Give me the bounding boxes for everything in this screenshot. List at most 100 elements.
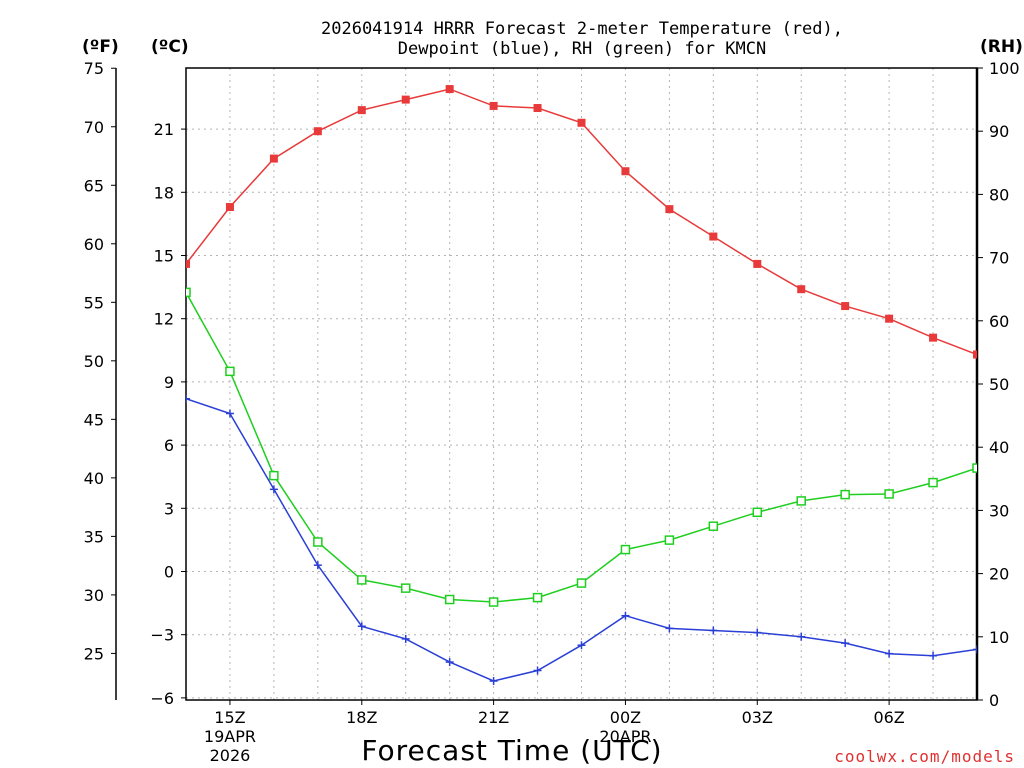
rh-point xyxy=(532,592,543,603)
dewpoint-point xyxy=(533,666,542,675)
rh-point xyxy=(796,496,806,506)
rh-point xyxy=(186,287,191,298)
fahrenheit-tick-label: 35 xyxy=(84,527,104,546)
fahrenheit-tick-label: 65 xyxy=(84,176,104,195)
rh-point xyxy=(972,463,977,473)
dewpoint-point xyxy=(313,561,322,570)
temperature-point xyxy=(445,85,454,94)
x-tick-label: 03Z xyxy=(742,708,773,727)
temperature-point xyxy=(357,106,366,115)
x-tick-date-label: 19APR xyxy=(204,727,256,746)
fahrenheit-tick-label: 25 xyxy=(84,644,104,663)
rh-tick-label: 10 xyxy=(989,628,1009,647)
dewpoint-point xyxy=(709,626,718,635)
chart-title-line1: 2026041914 HRRR Forecast 2-meter Tempera… xyxy=(321,19,843,39)
temperature-point xyxy=(577,118,586,127)
dewpoint-point xyxy=(797,632,806,641)
temperature-point xyxy=(709,232,718,241)
rh-tick-label: 90 xyxy=(989,122,1009,141)
rh-point xyxy=(620,544,631,555)
fahrenheit-tick-label: 55 xyxy=(84,293,104,312)
temperature-point xyxy=(313,127,322,136)
x-tick-label: 21Z xyxy=(478,708,509,727)
temperature-point xyxy=(269,154,278,163)
rh-point xyxy=(884,489,894,499)
fahrenheit-tick-label: 60 xyxy=(84,235,104,254)
series-layer xyxy=(186,85,977,686)
temperature-point xyxy=(841,302,850,311)
dewpoint-point xyxy=(186,394,190,403)
axes: 25 30 35 40 45 50 55 60 65 70 75 −6 −3 0 3 6 9 12 15 18 21 0 1… xyxy=(84,59,1020,765)
temperature-point xyxy=(797,285,806,294)
celsius-tick-label: 18 xyxy=(154,183,174,202)
dewpoint-point xyxy=(841,639,850,648)
celsius-tick-label: −3 xyxy=(150,626,174,645)
fahrenheit-tick-label: 40 xyxy=(84,469,104,488)
celsius-tick-label: 12 xyxy=(154,310,174,329)
celsius-tick-label: −6 xyxy=(150,689,174,708)
dewpoint-point xyxy=(665,624,674,633)
dewpoint-point xyxy=(973,645,977,654)
dewpoint-point xyxy=(929,651,938,660)
fahrenheit-tick-label: 75 xyxy=(84,59,104,78)
dewpoint-point xyxy=(621,611,630,620)
unit-label-rh: (RH) xyxy=(980,37,1023,57)
rh-point xyxy=(400,583,411,593)
dewpoint-point xyxy=(269,485,278,494)
celsius-tick-label: 15 xyxy=(154,246,174,265)
dewpoint-point xyxy=(577,641,586,650)
celsius-tick-label: 9 xyxy=(164,373,174,392)
dewpoint-point xyxy=(225,409,234,418)
dewpoint-point xyxy=(885,649,894,658)
rh-tick-label: 50 xyxy=(989,375,1009,394)
rh-tick-label: 0 xyxy=(989,691,999,710)
x-tick-label: 06Z xyxy=(873,708,904,727)
rh-tick-label: 30 xyxy=(989,501,1009,520)
rh-point xyxy=(840,489,850,500)
chart-title-line2: Dewpoint (blue), RH (green) for KMCN xyxy=(398,39,766,59)
celsius-tick-label: 21 xyxy=(154,120,174,139)
temperature-point xyxy=(621,167,630,176)
rh-point xyxy=(664,535,675,545)
rh-tick-label: 40 xyxy=(989,438,1009,457)
temperature-point xyxy=(401,95,410,104)
rh-point xyxy=(313,537,323,547)
rh-point xyxy=(928,477,938,488)
rh-tick-label: 70 xyxy=(989,249,1009,268)
fahrenheit-tick-label: 70 xyxy=(84,118,104,137)
temperature-point xyxy=(225,203,234,212)
x-tick-date-label: 20APR xyxy=(599,727,651,746)
rh-tick-label: 20 xyxy=(989,565,1009,584)
temperature-point xyxy=(489,101,498,110)
dewpoint-point xyxy=(401,634,410,643)
temperature-point xyxy=(665,205,674,214)
celsius-tick-label: 6 xyxy=(164,436,174,455)
celsius-tick-label: 0 xyxy=(164,562,174,581)
dewpoint-point xyxy=(753,628,762,637)
temperature-point xyxy=(929,333,938,342)
series-group xyxy=(186,85,977,686)
rh-point xyxy=(708,521,719,531)
temperature-point xyxy=(753,259,762,268)
dewpoint-point xyxy=(357,622,366,631)
unit-label-fahrenheit: (ºF) xyxy=(82,37,119,57)
credit-text: coolwx.com/models xyxy=(834,747,1015,766)
plot-frame xyxy=(185,67,978,701)
fahrenheit-tick-label: 45 xyxy=(84,410,104,429)
rh-tick-label: 80 xyxy=(989,185,1009,204)
temperature-point xyxy=(885,314,894,323)
x-axis-label: Forecast Time (UTC) xyxy=(361,734,662,767)
rh-point xyxy=(752,507,763,518)
x-tick-label: 15Z xyxy=(214,708,245,727)
rh-point xyxy=(357,575,367,585)
rh-point xyxy=(444,594,455,605)
dewpoint-point xyxy=(445,658,454,667)
rh-point xyxy=(576,578,587,588)
celsius-tick-label: 3 xyxy=(164,499,174,518)
rh-tick-label: 60 xyxy=(989,312,1009,331)
dewpoint-point xyxy=(489,677,498,686)
temperature-point xyxy=(533,104,542,113)
x-tick-label: 00Z xyxy=(610,708,641,727)
temperature-point xyxy=(973,350,977,359)
temperature-point xyxy=(186,259,190,268)
